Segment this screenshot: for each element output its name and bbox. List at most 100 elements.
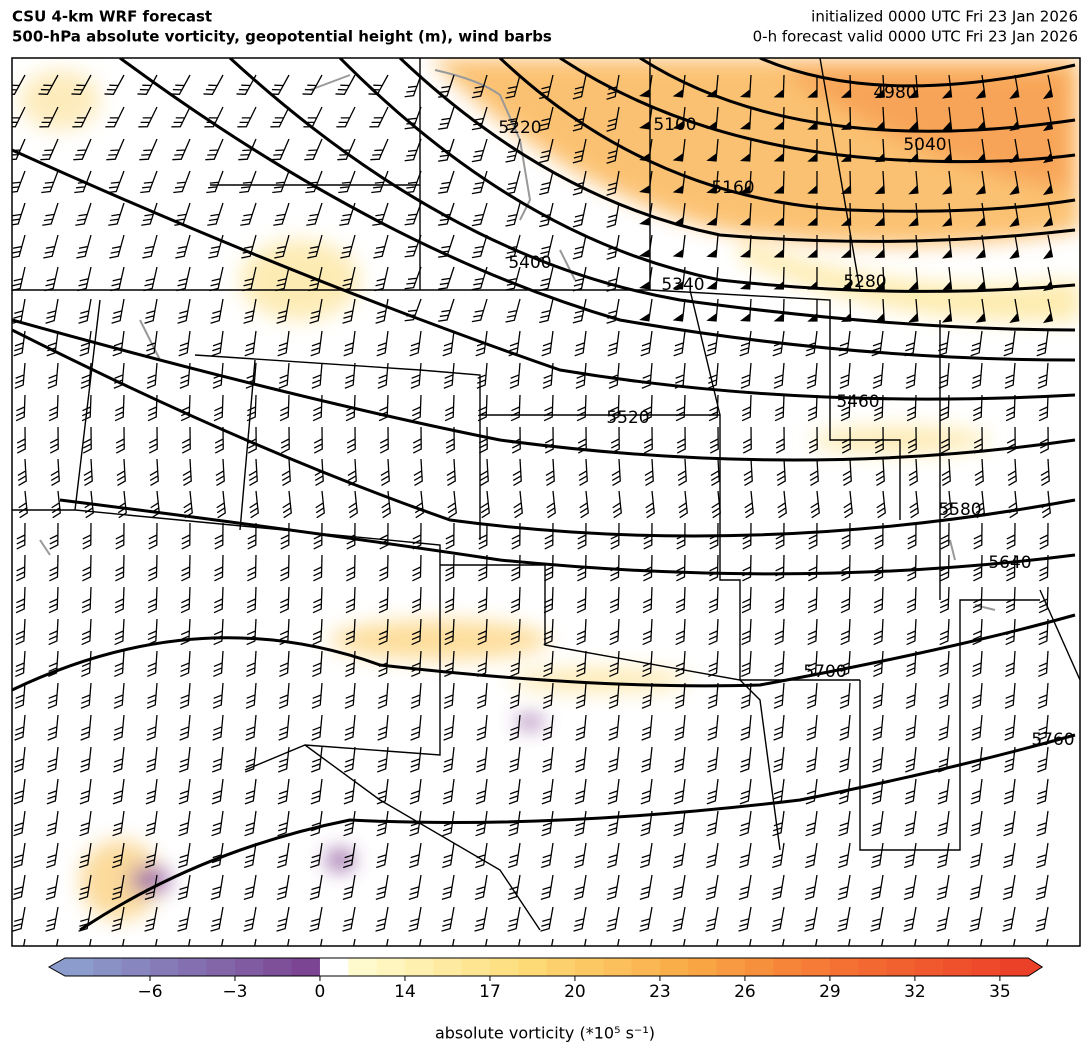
wind-barb [304, 138, 323, 161]
wind-barb [141, 202, 158, 226]
wind-barb [12, 266, 26, 292]
wind-barb [606, 266, 620, 292]
wind-barb [212, 714, 224, 741]
wind-barb [408, 874, 422, 900]
wind-barb [970, 810, 983, 837]
wind-barb [575, 746, 587, 773]
wind-barb [442, 778, 455, 805]
colorbar-segment [461, 958, 491, 976]
wind-barb [213, 394, 224, 422]
wind-barb [807, 394, 818, 422]
wind-barb [707, 714, 719, 741]
wind-barb [446, 458, 456, 486]
wind-barb [116, 458, 126, 486]
wind-barb [245, 746, 257, 773]
wind-barb [807, 618, 818, 646]
wind-barb [375, 906, 389, 932]
wind-barb [408, 906, 422, 932]
wind-barb [672, 170, 686, 194]
wind-barb [478, 522, 488, 550]
wind-barb [973, 522, 983, 550]
wind-barb [340, 234, 356, 259]
colorbar-segment [659, 958, 689, 976]
wind-barb [476, 362, 488, 389]
wind-barb [13, 330, 26, 357]
wind-barb [843, 490, 853, 519]
wind-barb [941, 234, 953, 259]
wind-barb [249, 490, 259, 519]
contour-label: 5640 [988, 553, 1031, 573]
wind-barb [606, 906, 620, 932]
colorbar-segment [914, 958, 944, 976]
wind-barb [773, 106, 785, 130]
wind-barb [81, 650, 92, 678]
colorbar-tick-label: 14 [394, 982, 416, 1002]
wind-barb [579, 490, 589, 519]
wind-barb [641, 362, 653, 389]
wind-barb [905, 714, 917, 741]
wind-barb [307, 234, 323, 259]
wind-barb [273, 202, 290, 226]
wind-barb [545, 458, 555, 486]
wind-barb [509, 682, 521, 709]
wind-barb [12, 874, 26, 900]
wind-barb [182, 458, 192, 486]
wind-barb [444, 394, 455, 422]
wind-barb [342, 298, 356, 324]
wind-barb [510, 586, 521, 614]
wind-barb [343, 778, 356, 805]
colorbar-segment [943, 958, 973, 976]
wind-barb [409, 330, 422, 357]
wind-barb [1005, 650, 1016, 678]
wind-barb [806, 746, 818, 773]
wind-barb [1039, 554, 1049, 582]
colorbar-segment [971, 958, 1001, 976]
colorbar-extend-high [1028, 958, 1043, 976]
wind-barb [739, 202, 752, 226]
wind-barb [510, 618, 521, 646]
wind-barb [839, 682, 851, 709]
colorbar-segment [263, 958, 293, 976]
wind-barb [144, 298, 158, 324]
wind-barb [276, 906, 290, 932]
wind-barb [115, 426, 125, 454]
wind-barb [179, 682, 191, 709]
wind-barb [510, 650, 521, 678]
wind-barb [410, 362, 422, 389]
wind-barb [640, 842, 653, 869]
wind-barb [711, 490, 721, 519]
wind-barb [939, 618, 950, 646]
wind-barb [79, 778, 92, 805]
wind-barb [309, 906, 323, 932]
wind-barb [939, 650, 950, 678]
wind-barb [971, 362, 983, 389]
wind-barb [280, 554, 290, 582]
wind-barb [370, 138, 389, 161]
wind-barb [311, 714, 323, 741]
wind-barb [872, 714, 884, 741]
wind-barb [438, 74, 455, 98]
wind-barb [510, 394, 521, 422]
wind-barb [275, 266, 290, 292]
wind-barb [210, 874, 224, 900]
wind-barb [183, 490, 193, 519]
wind-barb [47, 746, 59, 773]
wind-barb [471, 298, 488, 323]
wind-barb [572, 298, 587, 324]
wind-barb [246, 650, 257, 678]
wind-barb [282, 490, 292, 519]
wind-barb [476, 714, 488, 741]
wind-barb [905, 682, 917, 709]
wind-barb [342, 906, 356, 932]
wind-barb [277, 330, 290, 357]
wind-barb [1038, 586, 1049, 614]
colorbar-segment [376, 958, 406, 976]
wind-barb [312, 650, 323, 678]
wind-barb [378, 586, 389, 614]
wind-barb [642, 650, 653, 678]
wind-barb [808, 522, 818, 550]
wind-barb [373, 234, 389, 259]
wind-barb [404, 138, 422, 162]
wind-barb [874, 234, 885, 259]
wind-barb [672, 298, 686, 322]
